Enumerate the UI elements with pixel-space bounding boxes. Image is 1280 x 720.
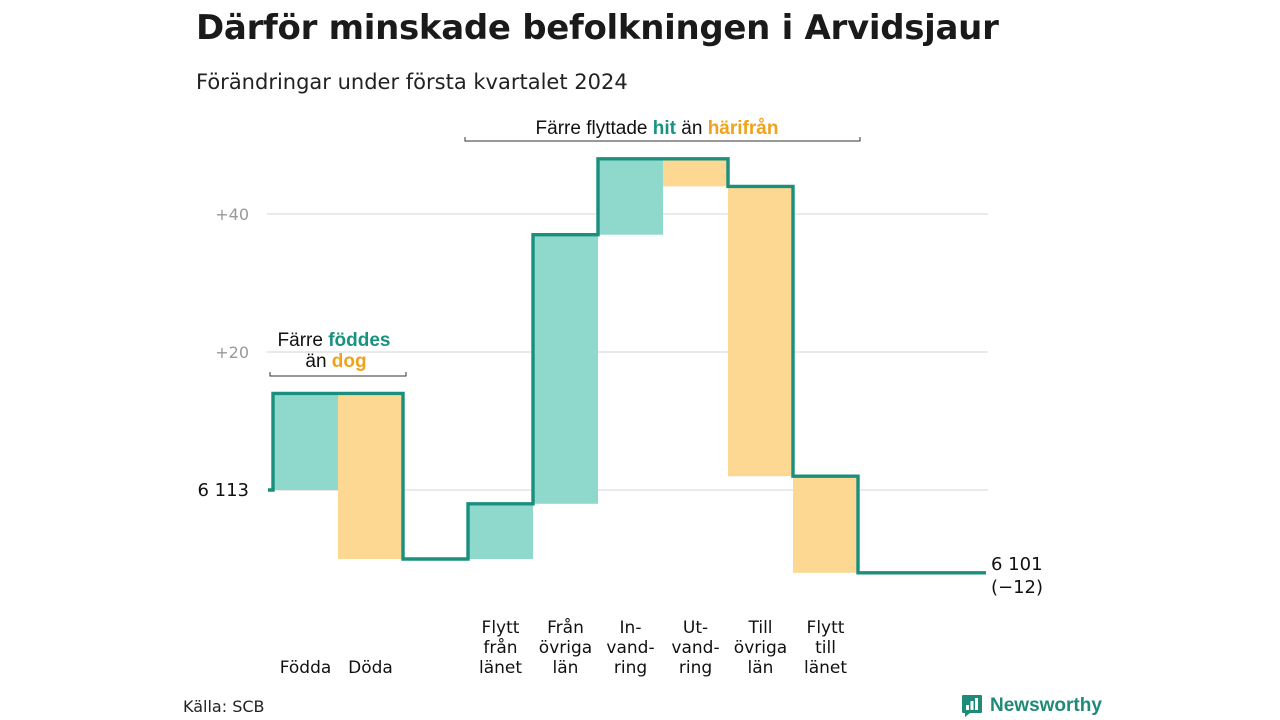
cumulative-step-line: [268, 157, 986, 575]
newsworthy-logo[interactable]: Newsworthy: [961, 693, 1102, 719]
annotation-migration-bracket: [464, 137, 861, 142]
annotation-word-plain: än: [305, 351, 331, 372]
category-label: Flytt: [807, 618, 845, 638]
category-label: ring: [679, 658, 712, 678]
bar-chart-speech-icon: [962, 695, 982, 717]
category-label: ring: [614, 658, 647, 678]
annotation-natural-line2: än dog: [305, 351, 366, 372]
category-label: till: [815, 638, 836, 658]
category-label: vand-: [606, 638, 654, 658]
category-label: län: [748, 658, 774, 678]
annotation-word-harifran: dog: [332, 351, 367, 372]
end-value-label: 6 101: [991, 554, 1043, 575]
y-tick-label: +20: [215, 343, 249, 362]
y-tick-label: +40: [215, 205, 249, 224]
annotation-word-plain: Färre flyttade: [536, 118, 653, 139]
category-label: vand-: [671, 638, 719, 658]
category-label: Döda: [348, 658, 393, 678]
category-label: Ut-: [683, 618, 708, 638]
bar-flytttilllänet: [793, 476, 858, 573]
annotation-word-hit: hit: [653, 118, 677, 139]
category-label: Födda: [280, 658, 332, 678]
category-label: Från: [547, 617, 584, 638]
category-label: Flytt: [482, 618, 520, 638]
annotation-word-hit: föddes: [328, 330, 390, 351]
category-label: länet: [804, 658, 847, 678]
bar-invandring: [598, 158, 663, 235]
source-note: Källa: SCB: [183, 697, 265, 716]
bar-döda: [338, 393, 403, 559]
annotation-natural-line1: Färre föddes: [278, 330, 391, 351]
category-label: Till: [747, 618, 772, 638]
end-change-label: (−12): [991, 577, 1043, 598]
category-label: länet: [479, 658, 522, 678]
category-label: In-: [620, 618, 642, 638]
annotation-word-harifran: härifrån: [708, 118, 779, 139]
category-label: övriga: [539, 638, 592, 658]
annotation-word-plain: än: [676, 118, 708, 139]
category-label: från: [483, 637, 517, 658]
annotation-migration-text: Färre flyttade hit än härifrån: [536, 118, 779, 139]
chart-subtitle: Förändringar under första kvartalet 2024: [196, 70, 628, 94]
chart-title: Därför minskade befolkningen i Arvidsjau…: [196, 8, 999, 48]
category-label: län: [553, 658, 579, 678]
bar-utvandring: [663, 158, 728, 187]
category-label: övriga: [734, 638, 787, 658]
bar-frånövrigalän: [533, 234, 598, 504]
annotation-word-plain: Färre: [278, 330, 329, 351]
bar-flyttfrånlänet: [468, 503, 533, 559]
start-value-label: 6 113: [197, 480, 249, 501]
bar-tillövrigalän: [728, 186, 793, 477]
brand-name: Newsworthy: [990, 695, 1102, 716]
annotation-natural-bracket: [269, 372, 407, 377]
bar-födda: [273, 393, 338, 490]
